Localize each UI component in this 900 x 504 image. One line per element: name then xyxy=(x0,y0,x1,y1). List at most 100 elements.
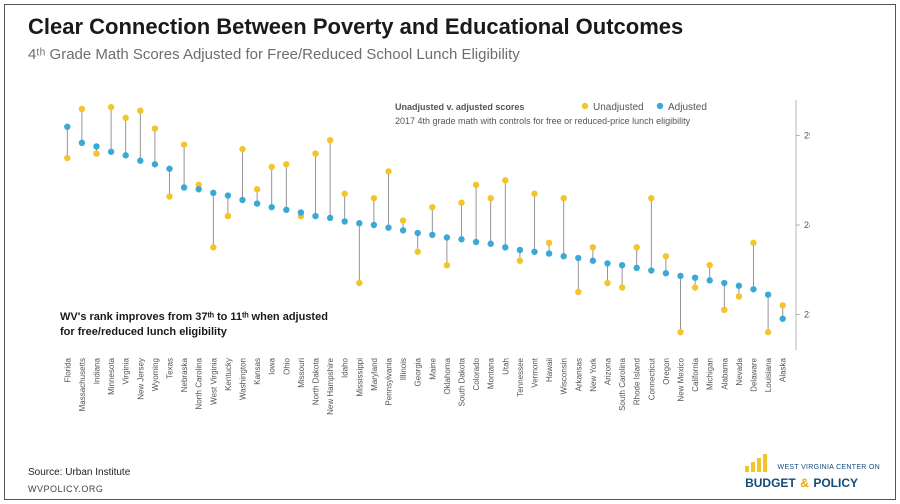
adjusted-marker xyxy=(663,270,669,276)
unadjusted-marker xyxy=(283,161,289,167)
ytick-label: 230 xyxy=(804,309,810,319)
adjusted-marker xyxy=(677,273,683,279)
unadjusted-marker xyxy=(444,262,450,268)
unadjusted-marker xyxy=(93,150,99,156)
chart-svg: 230240250FloridaMassachusettsIndianaMinn… xyxy=(50,80,810,440)
logo-amp: & xyxy=(800,476,809,490)
state-label: Arkansas xyxy=(574,358,583,391)
adjusted-marker xyxy=(765,291,771,297)
state-label: Tennessee xyxy=(516,357,525,396)
page-title: Clear Connection Between Poverty and Edu… xyxy=(28,14,683,40)
adjusted-marker xyxy=(517,247,523,253)
state-label: Illinois xyxy=(399,358,408,380)
unadjusted-marker xyxy=(400,217,406,223)
unadjusted-marker xyxy=(721,307,727,313)
state-label: New Mexico xyxy=(677,357,686,401)
state-label: Indiana xyxy=(93,357,102,384)
unadjusted-marker xyxy=(269,164,275,170)
state-label: New York xyxy=(589,357,598,392)
adjusted-marker xyxy=(181,184,187,190)
adjusted-marker xyxy=(415,230,421,236)
unadjusted-marker xyxy=(488,195,494,201)
adjusted-marker xyxy=(123,152,129,158)
adjusted-marker xyxy=(707,277,713,283)
unadjusted-marker xyxy=(736,293,742,299)
state-label: Vermont xyxy=(531,357,540,388)
adjusted-marker xyxy=(750,286,756,292)
unadjusted-marker xyxy=(342,191,348,197)
state-label: Iowa xyxy=(268,357,277,374)
unadjusted-marker xyxy=(166,193,172,199)
state-label: Kentucky xyxy=(224,358,233,391)
state-label: Pennsylvania xyxy=(385,357,394,405)
adjusted-marker xyxy=(342,218,348,224)
adjusted-marker xyxy=(575,255,581,261)
unadjusted-marker xyxy=(677,329,683,335)
unadjusted-marker xyxy=(502,177,508,183)
unadjusted-marker xyxy=(225,213,231,219)
state-label: Wyoming xyxy=(151,358,160,391)
unadjusted-marker xyxy=(210,244,216,250)
state-label: Michigan xyxy=(706,358,715,390)
unadjusted-marker xyxy=(634,244,640,250)
adjusted-marker xyxy=(604,260,610,266)
state-label: Minnesota xyxy=(107,357,116,394)
state-label: Alabama xyxy=(720,357,729,389)
legend-dot-unadjusted xyxy=(582,103,588,109)
state-label: Maine xyxy=(428,357,437,379)
adjusted-marker xyxy=(196,186,202,192)
adjusted-marker xyxy=(721,280,727,286)
state-label: Nevada xyxy=(735,357,744,385)
state-label: Louisiana xyxy=(764,357,773,392)
state-label: Rhode Island xyxy=(633,358,642,405)
adjusted-marker xyxy=(546,250,552,256)
state-label: Florida xyxy=(63,357,72,382)
unadjusted-marker xyxy=(356,280,362,286)
state-label: Kansas xyxy=(253,358,262,385)
state-label: Ohio xyxy=(282,357,291,374)
state-label: Hawaii xyxy=(545,358,554,382)
unadjusted-marker xyxy=(181,141,187,147)
unadjusted-marker xyxy=(137,108,143,114)
footer-org: WVPOLICY.ORG xyxy=(28,484,103,494)
adjusted-marker xyxy=(736,283,742,289)
adjusted-marker xyxy=(444,234,450,240)
annotation-note: WV's rank improves from 37ᵗʰ to 11ᵗʰ whe… xyxy=(60,310,340,340)
state-label: Maryland xyxy=(370,358,379,391)
state-label: Oregon xyxy=(662,358,671,385)
state-label: Texas xyxy=(166,358,175,379)
unadjusted-marker xyxy=(619,284,625,290)
state-label: Arizona xyxy=(604,357,613,385)
adjusted-marker xyxy=(64,124,70,130)
state-label: New Jersey xyxy=(136,358,145,400)
source-label: Source: Urban Institute xyxy=(28,467,130,478)
state-label: South Dakota xyxy=(458,357,467,406)
unadjusted-marker xyxy=(79,106,85,112)
adjusted-marker xyxy=(634,265,640,271)
adjusted-marker xyxy=(590,258,596,264)
adjusted-marker xyxy=(619,262,625,268)
unadjusted-marker xyxy=(575,289,581,295)
state-label: New Hampshire xyxy=(326,357,335,414)
adjusted-marker xyxy=(166,166,172,172)
adjusted-marker xyxy=(458,236,464,242)
adjusted-marker xyxy=(400,227,406,233)
adjusted-marker xyxy=(473,239,479,245)
adjusted-marker xyxy=(531,249,537,255)
state-label: Missouri xyxy=(297,358,306,388)
brand-logo: WEST VIRGINIA CENTER ON BUDGET & POLICY xyxy=(745,452,880,492)
unadjusted-marker xyxy=(458,199,464,205)
adjusted-marker xyxy=(210,190,216,196)
state-label: Colorado xyxy=(472,357,481,390)
logo-main-2: POLICY xyxy=(813,476,858,490)
adjusted-marker xyxy=(283,207,289,213)
state-label: Mississippi xyxy=(355,358,364,397)
adjusted-marker xyxy=(429,232,435,238)
legend-label-unadjusted: Unadjusted xyxy=(593,102,644,113)
state-label: North Dakota xyxy=(312,357,321,405)
unadjusted-marker xyxy=(385,168,391,174)
unadjusted-marker xyxy=(692,284,698,290)
state-label: Montana xyxy=(487,357,496,389)
adjusted-marker xyxy=(108,149,114,155)
adjusted-marker xyxy=(152,161,158,167)
